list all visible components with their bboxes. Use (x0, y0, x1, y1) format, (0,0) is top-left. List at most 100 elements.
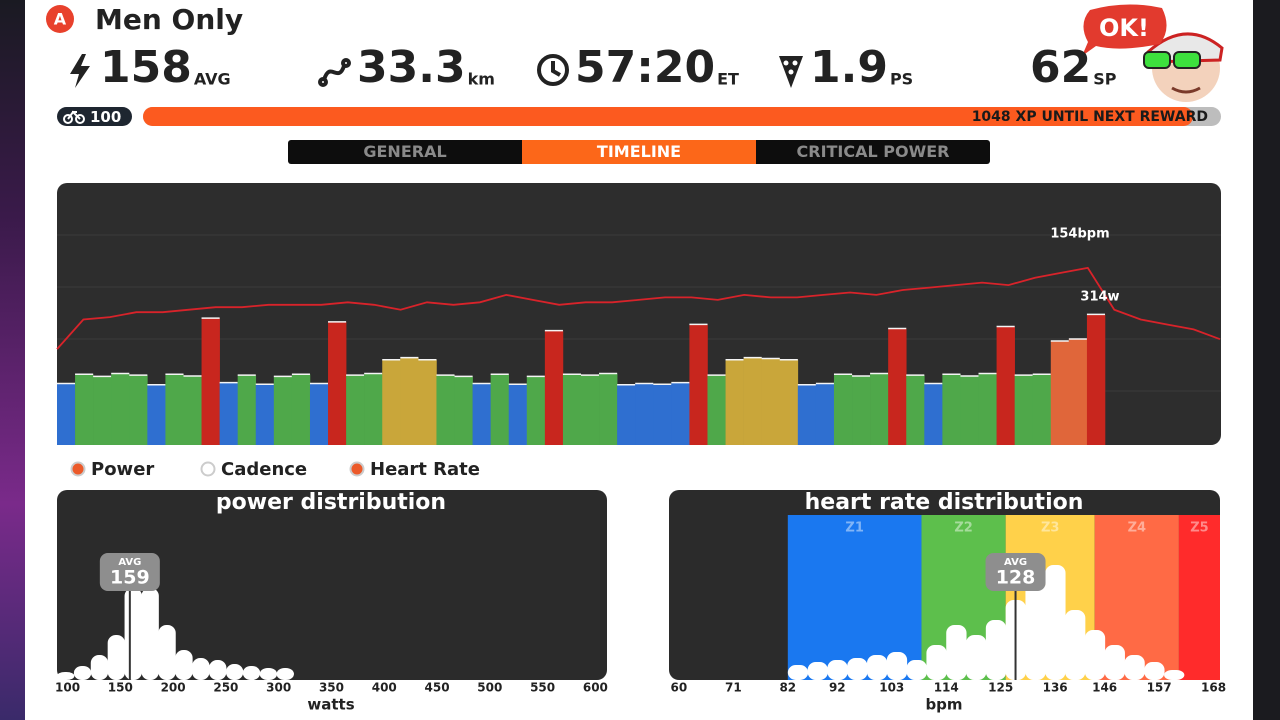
power-bar (671, 382, 690, 445)
x-tick-label: 150 (108, 681, 133, 695)
power-bar (707, 375, 726, 445)
power-bar (978, 373, 997, 445)
power-bar (382, 359, 401, 445)
histogram-bar (73, 666, 92, 680)
badge-letter: A (54, 10, 67, 29)
x-tick-label: 146 (1092, 681, 1117, 695)
power-icon (70, 54, 90, 88)
power-bar (942, 374, 961, 445)
power-bar (273, 376, 293, 445)
histogram-bar (124, 588, 142, 680)
power-dist-xlabel: watts (307, 696, 354, 714)
legend-toggle[interactable] (200, 461, 216, 477)
power-bar (201, 318, 220, 445)
power-bar (1050, 341, 1070, 445)
power-bar (815, 383, 835, 445)
power-bar (219, 382, 238, 445)
histogram-bar (276, 668, 294, 680)
x-tick-label: 71 (725, 681, 742, 695)
histogram-bar (225, 664, 244, 680)
x-tick-label: 114 (934, 681, 959, 695)
power-bar (418, 359, 437, 445)
histogram-bar (1104, 645, 1125, 680)
stat-value: 57:20 (575, 42, 715, 93)
x-tick-label: 60 (671, 681, 688, 695)
x-tick-label: 400 (372, 681, 397, 695)
stat-unit: km (468, 70, 495, 89)
power-bar (1068, 338, 1088, 445)
power-bar (75, 374, 94, 445)
histogram-bar (985, 620, 1007, 680)
stat-unit: PS (890, 70, 913, 89)
power-bar (1014, 375, 1034, 445)
power-bar (1086, 314, 1106, 445)
timeline-chart (56, 234, 1221, 445)
avg-label: AVG (118, 557, 141, 568)
legend-toggle[interactable] (349, 461, 365, 477)
x-tick-label: 103 (879, 681, 904, 695)
x-tick-label: 450 (425, 681, 450, 695)
backdrop-right (1253, 0, 1280, 720)
power-bar (436, 375, 455, 445)
histogram-bar (966, 635, 987, 680)
power-bar (599, 373, 618, 445)
power-bar (364, 373, 383, 445)
x-tick-label: 136 (1043, 681, 1068, 695)
histogram-bar (90, 655, 109, 680)
zone-label: Z1 (845, 521, 863, 536)
power-bar (924, 383, 943, 445)
histogram-bar (827, 660, 848, 680)
legend-label[interactable]: Cadence (221, 459, 307, 480)
histogram-bar (1065, 610, 1086, 680)
x-tick-label: 350 (319, 681, 344, 695)
legend-toggle[interactable] (70, 461, 86, 477)
tab[interactable]: CRITICAL POWER (797, 142, 950, 161)
power-bar (996, 326, 1015, 445)
bubble-text: OK! (1099, 14, 1149, 42)
tab[interactable]: TIMELINE (597, 142, 681, 161)
power-bar (852, 375, 871, 445)
hr-distribution: Z1 Z2 Z3 Z4 Z5 60 71 82 92 103 114 125 136 146 157 168 A… (671, 515, 1226, 695)
bike-icon (63, 110, 85, 124)
power-bar (255, 384, 275, 445)
power-bar (906, 375, 925, 445)
power-bar (617, 384, 636, 445)
power-bar (526, 376, 546, 445)
event-title: Men Only (95, 3, 243, 36)
power-bar (689, 324, 708, 445)
power-bar (129, 375, 148, 445)
hr-dist-xlabel: bpm (925, 696, 962, 714)
tab-active-bg (522, 140, 756, 164)
histogram-bar (141, 588, 159, 680)
power-bar (743, 357, 762, 445)
progress-fill (143, 107, 1193, 126)
histogram-bar (886, 652, 908, 680)
histogram-bar (1025, 580, 1046, 680)
histogram-bar (1144, 662, 1165, 680)
power-bar (111, 373, 130, 445)
tab[interactable]: GENERAL (363, 142, 446, 161)
x-tick-label: 92 (829, 681, 846, 695)
zone-label: Z2 (954, 521, 972, 536)
power-bar (544, 330, 564, 445)
legend-label[interactable]: Heart Rate (370, 459, 480, 480)
power-bar (833, 374, 853, 445)
histogram-bar (107, 635, 126, 680)
tabs: GENERAL TIMELINE CRITICAL POWER (363, 140, 950, 164)
histogram-bar (175, 650, 193, 680)
legend-label[interactable]: Power (91, 459, 154, 480)
power-bar (888, 328, 907, 445)
histogram-bar (1124, 655, 1145, 680)
histogram-bar (807, 662, 828, 680)
zone-label: Z5 (1190, 521, 1208, 536)
power-bar (1032, 374, 1052, 445)
histogram-bar (57, 672, 75, 680)
power-bar (400, 357, 419, 445)
category-badge (46, 5, 74, 33)
power-bar (490, 374, 510, 445)
power-bar (147, 384, 166, 445)
avg-label: AVG (1004, 557, 1027, 568)
power-bar (472, 383, 491, 445)
stat-value: 33.3 (357, 42, 466, 93)
